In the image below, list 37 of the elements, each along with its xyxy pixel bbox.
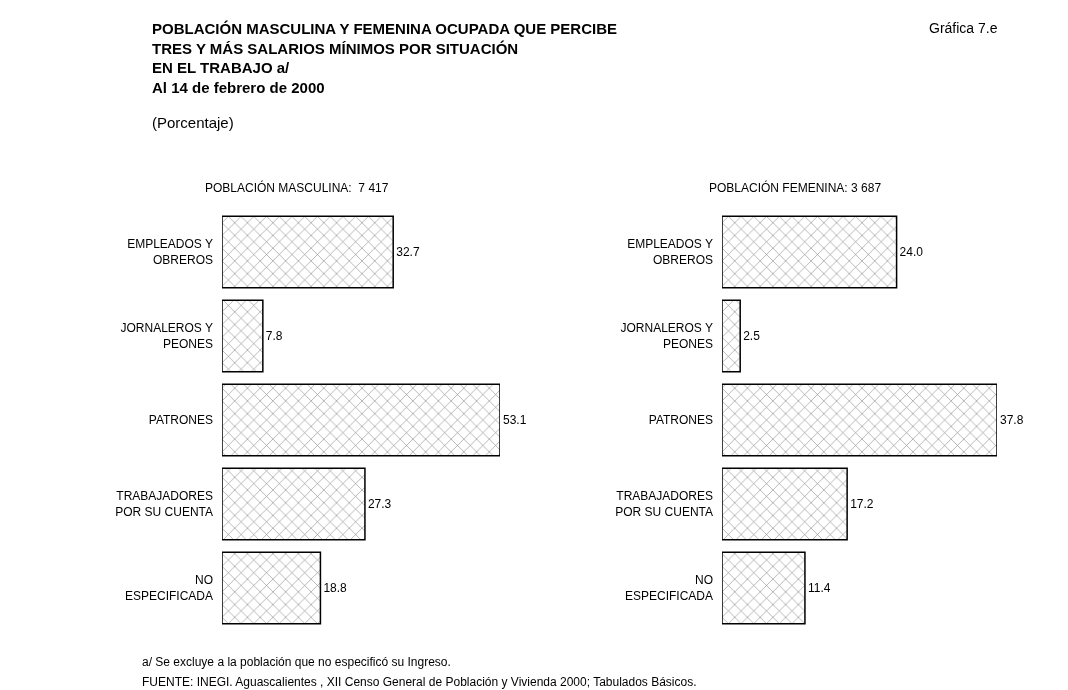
data-label: 24.0 <box>899 245 924 259</box>
y-tick-label: JORNALEROS Y PEONES <box>620 321 713 351</box>
data-label: 11.4 <box>807 581 831 595</box>
bar <box>722 215 898 289</box>
data-label: 7.8 <box>265 329 283 343</box>
bar <box>222 299 264 373</box>
bar <box>222 551 322 625</box>
bar <box>222 467 366 541</box>
data-label: 37.8 <box>1000 413 1024 427</box>
y-tick-label: NO ESPECIFICADA <box>124 573 213 603</box>
chart-title: POBLACIÓN FEMENINA: 3 687 <box>709 180 882 195</box>
y-tick-label: TRABAJADORES POR SU CUENTA <box>615 489 713 519</box>
chart-title: POBLACIÓN MASCULINA: 7 417 <box>205 180 389 195</box>
y-tick-label: PATRONES <box>148 413 213 428</box>
source-note: FUENTE: INEGI. Aguascalientes , XII Censo General de Población y Vivienda 2000; Tabulados Básicos. <box>142 675 697 689</box>
data-label: 2.5 <box>743 329 761 343</box>
data-label: 18.8 <box>323 581 348 595</box>
text: POBLACIÓN MASCULINA Y FEMENINA OCUPADA QUE PERCIBE TRES Y MÁS SALARIOS MÍNIMOS POR SITUACIÓN EN EL TRABAJO a/ Al 14 de febrero de 2000 <box>152 20 618 96</box>
bar <box>722 383 997 457</box>
y-tick-label: EMPLEADOS Y OBREROS <box>627 237 713 267</box>
bar <box>222 383 500 457</box>
y-tick-label: EMPLEADOS Y OBREROS <box>127 237 213 267</box>
text: Gráfica 7.e <box>929 20 998 36</box>
text: (Porcentaje) <box>152 114 234 131</box>
y-tick-label: NO ESPECIFICADA <box>624 573 713 603</box>
data-label: 27.3 <box>367 497 392 511</box>
y-tick-label: TRABAJADORES POR SU CUENTA <box>115 489 213 519</box>
y-tick-label: JORNALEROS Y PEONES <box>120 321 213 351</box>
data-label: 17.2 <box>850 497 874 511</box>
data-label: 53.1 <box>503 413 527 427</box>
bar <box>222 215 394 289</box>
bar <box>722 551 806 625</box>
y-tick-label: PATRONES <box>648 413 713 428</box>
data-label: 32.7 <box>396 245 420 259</box>
text: a/ Se excluye a la población que no especificó su Ingreso. <box>142 655 451 669</box>
bar <box>722 467 848 541</box>
bar <box>722 299 741 373</box>
